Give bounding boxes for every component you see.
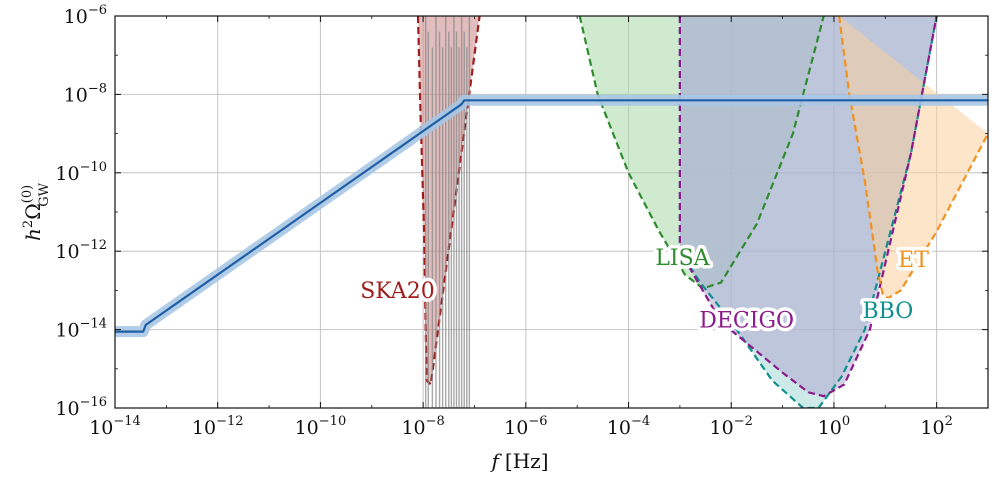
lisa-label: LISA [655, 246, 710, 271]
et-label: ET [898, 248, 929, 273]
et-region [839, 16, 988, 299]
lisa-boundary [578, 16, 825, 290]
x-tick-label: 10−12 [192, 414, 244, 439]
signal-line [115, 99, 988, 333]
pta-grey-lines [424, 16, 471, 408]
x-tick-label: 102 [920, 414, 952, 439]
x-tick-label: 10−10 [295, 414, 347, 439]
x-tick-label: 10−8 [401, 414, 444, 439]
axis-ticks [114, 15, 988, 409]
signal-series [115, 94, 988, 338]
x-axis-symbol: f [489, 449, 502, 473]
y-axis-superscript: (0) [20, 185, 35, 203]
et-boundary [838, 16, 988, 300]
detector-labels: SKA20 LISA DECIGO BBO ET [357, 242, 933, 337]
x-tick-label: 10−4 [607, 414, 650, 439]
decigo-label: DECIGO [699, 309, 794, 334]
x-tick-label: 10−6 [504, 414, 547, 439]
x-tick-label: 10−14 [89, 414, 141, 439]
y-tick-label: 10−6 [64, 3, 107, 28]
y-tick-label: 10−12 [55, 238, 107, 263]
y-tick-label: 10−8 [64, 81, 107, 106]
x-axis-unit: Hz [513, 449, 541, 473]
x-axis-label: f [Hz] [489, 449, 548, 473]
y-axis-label: h2Ω(0) GW [20, 182, 52, 241]
x-tick-label: 100 [818, 414, 850, 439]
ska20-label: SKA20 [360, 279, 435, 304]
tick-labels: 10−14 10−12 10−10 10−8 10−6 10−4 10−2 100 102 10−… [55, 3, 953, 439]
bbo-label: BBO [862, 299, 913, 324]
y-tick-label: 10−14 [55, 317, 107, 342]
decigo-boundary [678, 16, 938, 398]
detector-regions [416, 16, 988, 408]
y-axis-prefix: h [21, 228, 45, 241]
y-tick-label: 10−10 [55, 160, 107, 185]
y-tick-label: 10−16 [55, 395, 107, 420]
x-tick-label: 10−2 [710, 414, 753, 439]
y-axis-subscript: GW [37, 182, 52, 206]
